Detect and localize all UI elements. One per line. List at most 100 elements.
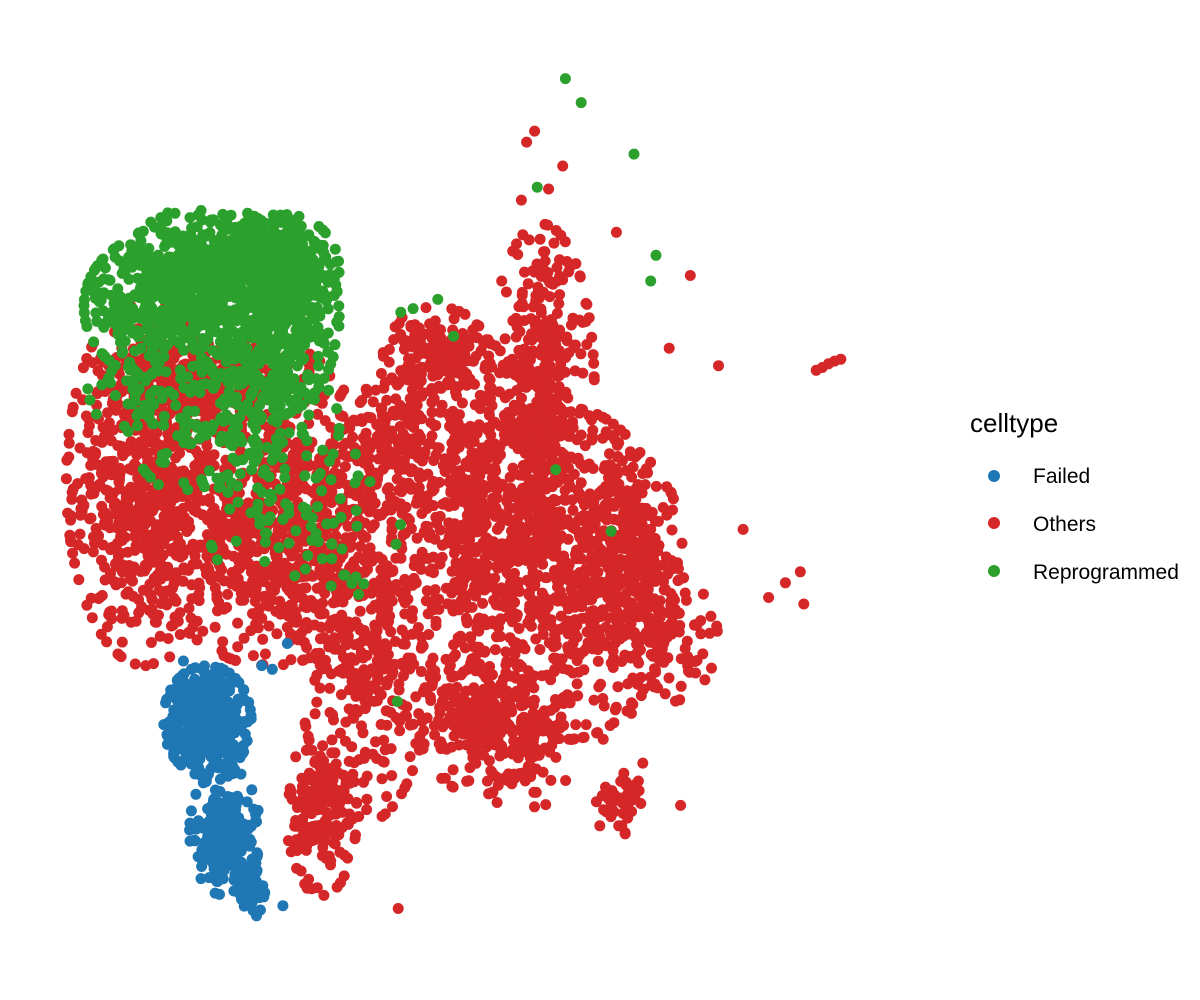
point-others (351, 797, 362, 808)
point-others (309, 674, 321, 686)
point-others (522, 415, 534, 426)
point-others (125, 436, 137, 448)
point-others (548, 366, 560, 378)
point-others (85, 512, 97, 524)
point-others (401, 630, 413, 641)
point-others (398, 670, 409, 682)
point-others (498, 594, 510, 606)
point-others (185, 612, 197, 624)
point-others (191, 634, 203, 646)
point-others (233, 577, 245, 589)
point-others (561, 598, 573, 610)
point-others (99, 561, 111, 573)
point-others (426, 602, 438, 614)
point-others (269, 532, 281, 544)
point-others (699, 674, 711, 686)
point-others (434, 406, 446, 418)
point-others (358, 776, 369, 788)
point-others (533, 292, 545, 304)
point-others (303, 873, 315, 885)
point-others (173, 541, 185, 553)
point-others (315, 760, 327, 771)
point-others (485, 429, 497, 441)
point-others (314, 682, 326, 694)
point-others (221, 518, 233, 530)
point-others (737, 523, 749, 535)
point-others (349, 833, 361, 845)
point-others (70, 387, 82, 399)
point-others (366, 580, 378, 592)
point-others (446, 671, 458, 683)
point-others (414, 730, 426, 742)
point-others (515, 194, 527, 206)
point-others (137, 564, 149, 576)
point-others (530, 552, 542, 564)
point-others (547, 278, 559, 290)
point-others (577, 515, 589, 527)
point-others (663, 672, 675, 684)
point-others (625, 557, 637, 568)
point-others (339, 461, 351, 472)
point-others (540, 799, 552, 811)
point-others (300, 721, 312, 732)
point-others (311, 804, 323, 816)
point-others (63, 451, 75, 463)
point-others (477, 485, 489, 497)
point-others (298, 654, 310, 666)
point-others (530, 573, 542, 585)
point-others (549, 513, 560, 525)
point-others (616, 820, 628, 832)
point-others (543, 183, 555, 195)
point-others (607, 594, 619, 606)
point-others (409, 553, 421, 565)
point-others (441, 743, 453, 755)
point-others (578, 731, 590, 743)
point-others (540, 572, 551, 584)
point-others (244, 547, 256, 559)
point-others (104, 522, 116, 534)
point-others (179, 564, 191, 576)
point-others (381, 719, 393, 731)
point-others (596, 484, 608, 496)
point-others (426, 563, 438, 575)
point-others (525, 740, 537, 752)
point-others (145, 637, 157, 648)
point-others (359, 703, 371, 715)
point-others (404, 719, 416, 731)
point-others (290, 820, 302, 832)
point-others (447, 764, 459, 776)
point-others (684, 270, 696, 281)
point-others (401, 701, 413, 713)
point-others (96, 436, 108, 448)
point-others (690, 667, 702, 679)
point-others (574, 271, 586, 283)
point-others (585, 606, 597, 618)
point-others (779, 577, 791, 589)
point-others (473, 320, 485, 332)
point-others (209, 621, 221, 633)
point-others (353, 811, 365, 822)
point-others (149, 616, 161, 628)
point-others (395, 329, 407, 340)
point-others (250, 618, 262, 630)
point-others (667, 504, 678, 516)
point-others (613, 437, 625, 449)
point-others (421, 585, 433, 597)
point-others (413, 467, 425, 479)
point-others (502, 483, 513, 495)
point-others (410, 627, 422, 639)
point-others (798, 598, 810, 610)
point-others (587, 349, 599, 361)
point-others (62, 507, 74, 519)
point-others (282, 835, 294, 847)
point-others (325, 668, 337, 680)
point-others (644, 545, 656, 557)
point-others (291, 485, 303, 496)
point-others (560, 556, 572, 568)
point-others (576, 592, 588, 604)
point-others (666, 524, 678, 536)
point-others (597, 411, 609, 423)
point-others (306, 883, 318, 895)
point-others (499, 333, 511, 345)
point-others (509, 648, 521, 660)
